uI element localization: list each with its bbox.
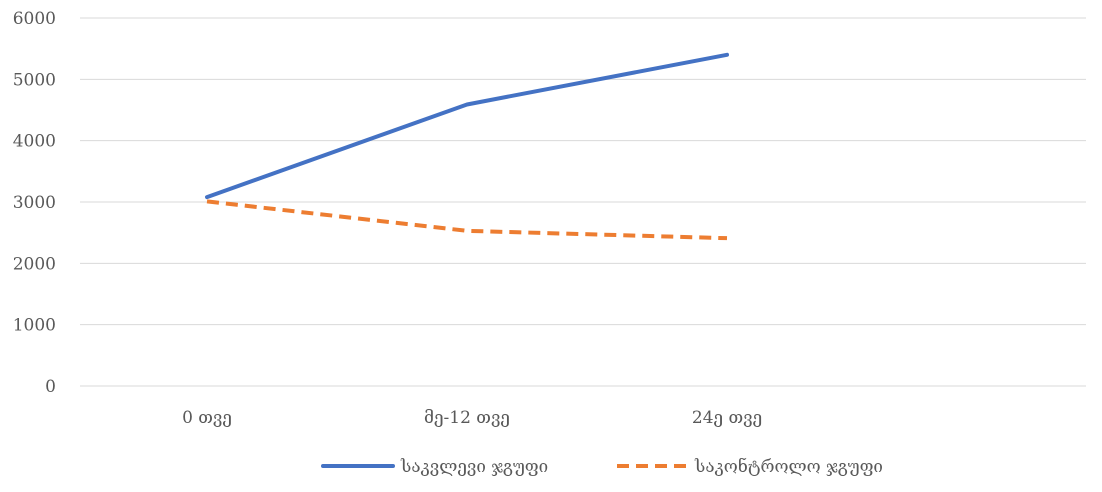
y-tick-label: 3000 [13,193,56,213]
chart-series [205,52,729,241]
y-tick-label: 5000 [13,70,56,90]
legend-label-study-group: საკვლევი ჯგუფი [400,457,548,477]
y-tick-label: 2000 [13,254,56,274]
x-tick-label: მე-12 თვე [424,408,510,428]
y-tick-label: 4000 [13,132,56,152]
x-tick-label: 0 თვე [182,408,232,428]
y-axis-tick-labels: 0 1000 2000 3000 4000 5000 6000 [13,9,56,397]
legend-label-control-group: საკონტროლო ჯგუფი [694,457,883,477]
y-tick-label: 1000 [13,316,56,336]
chart-legend: საკვლევი ჯგუფი საკონტროლო ჯგუფი [321,457,883,477]
series-line-control-group [206,199,728,241]
y-tick-label: 6000 [13,9,56,29]
x-axis-tick-labels: 0 თვე მე-12 თვე 24ე თვე [182,408,762,428]
x-tick-label: 24ე თვე [692,408,762,428]
series-line-study-group [205,52,729,200]
y-tick-label: 0 [45,377,56,397]
chart-gridlines [80,17,1086,387]
